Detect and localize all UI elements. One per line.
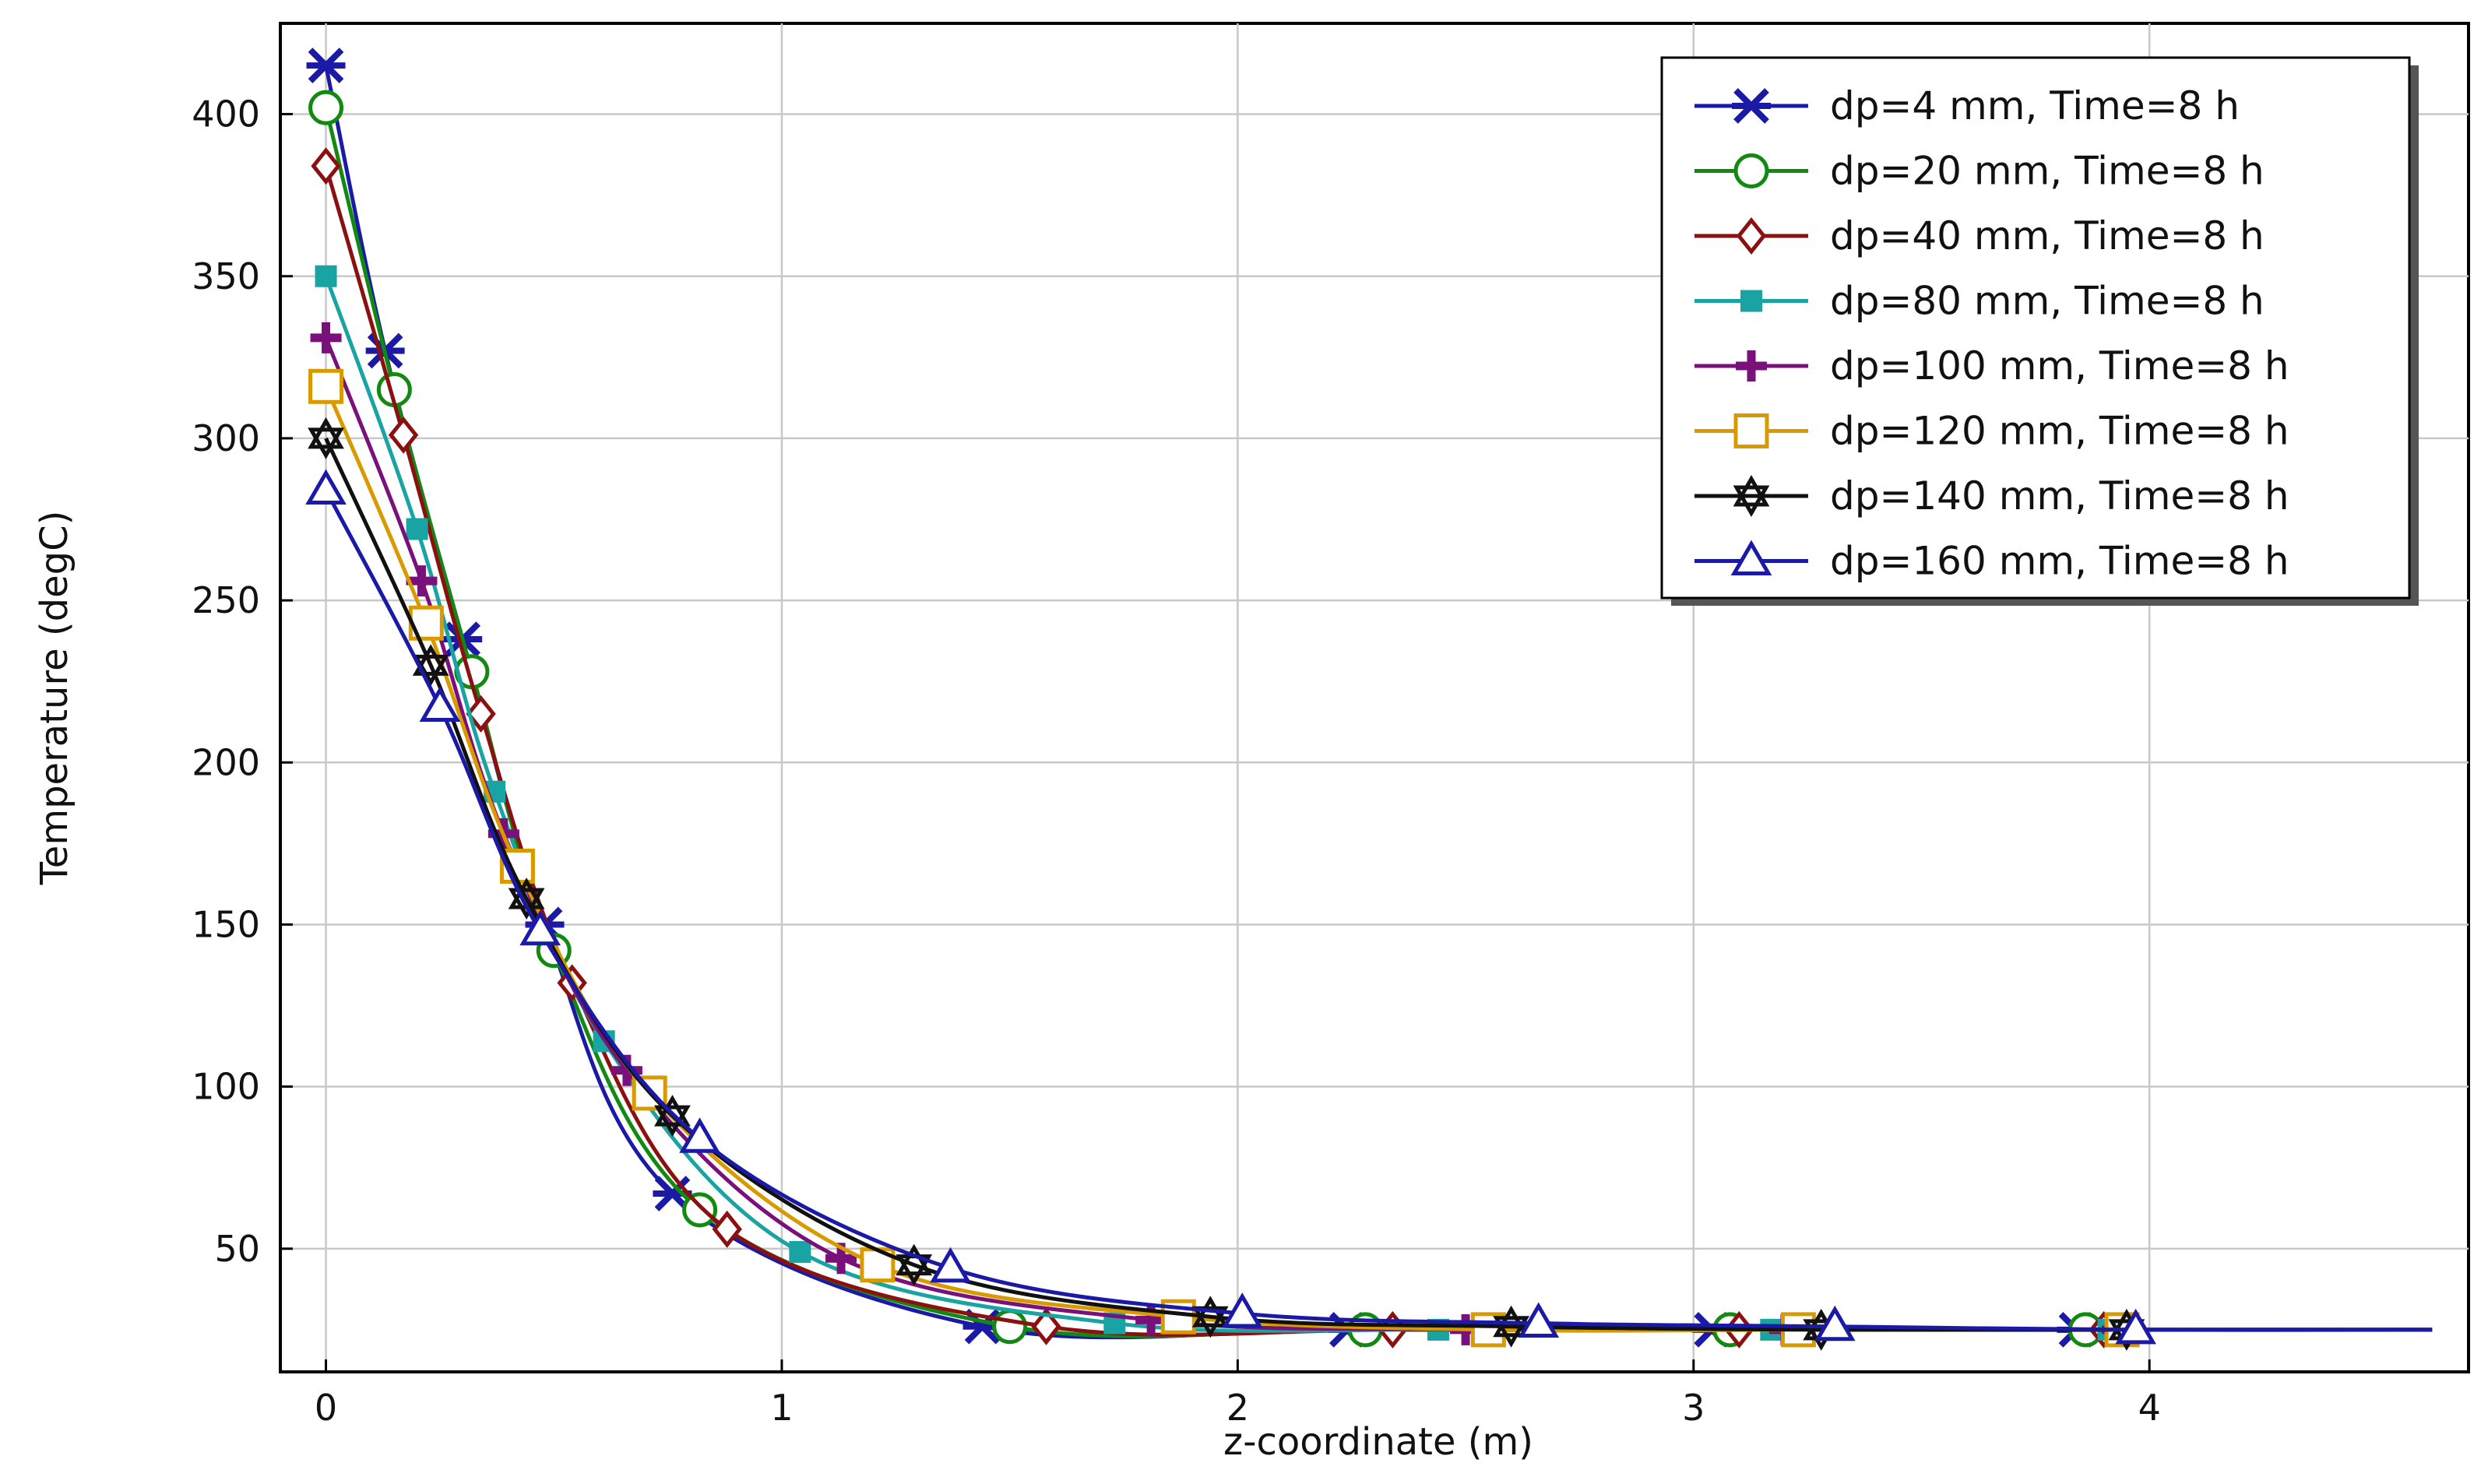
legend-item: dp=160 mm, Time=8 h [1694, 539, 2289, 584]
y-tick-label: 200 [192, 741, 260, 783]
series-8 [305, 469, 2433, 1345]
data-point [1518, 1302, 1560, 1338]
legend-box [1660, 56, 2411, 600]
data-point [1814, 1305, 1856, 1342]
data-point [305, 469, 347, 505]
data-point [412, 644, 449, 687]
data-point [419, 686, 461, 722]
legend: dp=4 mm, Time=8 h dp=20 mm, Time=8 h dp=40… [1660, 56, 2419, 606]
x-axis-ticks: 0 1 2 3 4 [315, 1359, 2161, 1429]
legend-label: dp=20 mm, Time=8 h [1830, 149, 2265, 194]
data-point [712, 1210, 742, 1248]
legend-label: dp=140 mm, Time=8 h [1830, 473, 2289, 519]
x-axis-title: z-coordinate (m) [1223, 1420, 1533, 1464]
legend-label: dp=120 mm, Time=8 h [1830, 409, 2289, 454]
data-point [789, 1240, 811, 1263]
data-point [992, 1309, 1028, 1345]
data-point [682, 1192, 718, 1228]
data-point [306, 47, 346, 83]
legend-marker [1736, 216, 1767, 255]
data-point [310, 322, 342, 353]
legend-marker [1733, 153, 1769, 188]
y-axis-title: Temperature (degC) [33, 511, 76, 886]
data-point [1221, 1292, 1263, 1328]
legend-label: dp=40 mm, Time=8 h [1830, 213, 2265, 258]
legend-item: dp=4 mm, Time=8 h [1694, 83, 2240, 128]
series-group [305, 47, 2433, 1351]
data-point [679, 1117, 720, 1153]
data-point [315, 265, 337, 287]
x-tick-label: 3 [1682, 1387, 1705, 1429]
data-point [519, 909, 561, 946]
x-tick-label: 4 [2138, 1387, 2161, 1429]
data-point [388, 416, 419, 454]
x-tick-label: 2 [1226, 1387, 1249, 1429]
y-tick-label: 150 [192, 903, 260, 945]
legend-marker [1733, 474, 1770, 518]
legend-marker [1736, 350, 1767, 382]
x-tick-label: 0 [315, 1387, 337, 1429]
legend-label: dp=100 mm, Time=8 h [1830, 343, 2289, 389]
legend-item: dp=80 mm, Time=8 h [1694, 279, 2265, 324]
legend-label: dp=80 mm, Time=8 h [1830, 279, 2265, 324]
legend-marker [1733, 413, 1769, 448]
data-point [466, 695, 496, 733]
y-tick-label: 250 [192, 579, 260, 621]
y-tick-label: 300 [192, 417, 260, 459]
legend-marker [1740, 290, 1762, 312]
legend-item: dp=20 mm, Time=8 h [1694, 149, 2265, 194]
legend-label: dp=4 mm, Time=8 h [1830, 83, 2240, 128]
data-point [2115, 1308, 2156, 1345]
y-axis-ticks: 50 100 150 200 250 300 350 400 [192, 93, 293, 1270]
legend-item: dp=100 mm, Time=8 h [1694, 343, 2289, 389]
y-tick-label: 400 [192, 93, 260, 135]
y-tick-label: 50 [214, 1228, 260, 1270]
legend-item: dp=40 mm, Time=8 h [1694, 213, 2265, 258]
data-point [308, 417, 344, 459]
legend-item: dp=120 mm, Time=8 h [1694, 409, 2289, 454]
x-tick-label: 1 [770, 1387, 793, 1429]
data-point [406, 518, 428, 540]
legend-marker [1732, 88, 1771, 124]
data-point [1031, 1307, 1061, 1345]
data-point [308, 90, 344, 125]
legend-label: dp=160 mm, Time=8 h [1830, 539, 2289, 584]
data-point [308, 368, 344, 404]
data-point [311, 147, 341, 185]
y-tick-label: 350 [192, 255, 260, 297]
legend-item: dp=140 mm, Time=8 h [1694, 473, 2289, 519]
data-point [930, 1247, 971, 1283]
y-tick-label: 100 [192, 1066, 260, 1108]
grid [280, 23, 2469, 1372]
series-line [324, 489, 2433, 1332]
legend-marker [1730, 540, 1772, 575]
data-point [406, 565, 438, 597]
